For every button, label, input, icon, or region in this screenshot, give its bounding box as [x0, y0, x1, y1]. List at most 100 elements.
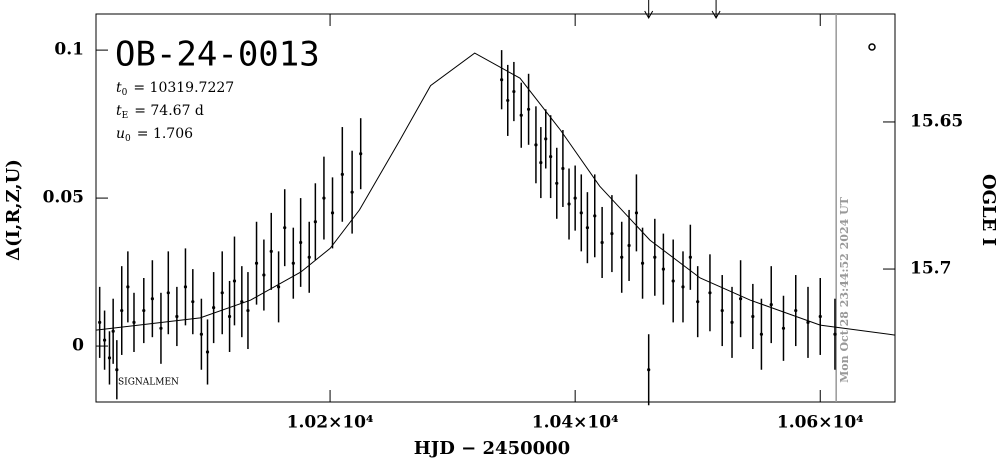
data-point: [166, 291, 170, 295]
arrow: [644, 0, 654, 20]
chart-title: OB-24-0013: [115, 35, 320, 75]
data-point: [593, 214, 597, 218]
data-point: [794, 308, 798, 313]
data-point: [142, 308, 146, 313]
data-point: [640, 261, 645, 265]
data-point: [781, 326, 786, 330]
data-point: [561, 166, 565, 171]
data-point: [519, 113, 523, 117]
data-point: [539, 160, 543, 165]
data-point: [220, 291, 224, 295]
data-point: [653, 255, 657, 259]
data-point: [340, 172, 344, 177]
data-point: [111, 329, 115, 333]
data-point: [585, 226, 590, 230]
data-point: [647, 368, 651, 372]
y2-tick-label: 15.7: [910, 259, 951, 279]
data-point: [534, 143, 538, 147]
y2-tick-label: 15.65: [910, 111, 963, 131]
data-point: [751, 314, 755, 319]
data-point: [555, 181, 559, 185]
data-point: [730, 320, 734, 324]
plot-frame: [95, 13, 896, 403]
data-point: [579, 211, 583, 215]
data-point: [199, 332, 203, 336]
data-point: [634, 211, 639, 215]
data-point: [688, 255, 692, 259]
data-point: [350, 190, 354, 194]
data-point: [610, 232, 614, 236]
data-point: [661, 267, 665, 271]
data-point: [359, 152, 363, 156]
data-point: [120, 308, 124, 313]
data-point: [833, 332, 837, 336]
y2-axis-label: OGLE I: [978, 174, 999, 246]
data-point: [600, 240, 604, 245]
data-point: [512, 89, 516, 94]
data-point: [759, 332, 764, 336]
data-point: [322, 196, 326, 200]
data-point: [330, 211, 335, 215]
data-point: [175, 314, 179, 319]
data-point: [818, 314, 822, 319]
timestamp: Mon Oct 28 23:44:52 2024 UT: [838, 196, 851, 383]
data-point: [806, 320, 810, 324]
data-point: [191, 300, 195, 304]
data-point: [159, 326, 163, 330]
data-point: [738, 297, 743, 301]
data-point: [544, 137, 548, 141]
signature: SIGNALMEN: [118, 378, 179, 388]
symbol-marker: [868, 43, 876, 51]
data-point: [313, 220, 317, 224]
data-point: [500, 78, 504, 82]
data-point: [269, 249, 273, 253]
data-point: [150, 297, 154, 301]
y-axis-label: Δ(I,R,Z,U): [3, 159, 24, 261]
data-point: [254, 261, 259, 265]
data-point: [573, 196, 577, 200]
data-point: [526, 107, 531, 111]
data-point: [205, 350, 210, 354]
data-point: [262, 273, 266, 277]
data-point: [769, 303, 773, 307]
data-point: [681, 285, 685, 289]
data-point: [307, 255, 311, 259]
data-point: [696, 300, 700, 304]
data-point: [506, 98, 510, 103]
x-tick-label: 1.06×10⁴: [777, 413, 864, 433]
data-point: [102, 338, 107, 342]
y-tick-label: 0: [72, 336, 84, 356]
parameter: tE = 74.67 d: [116, 103, 204, 121]
y-tick-label: 0.1: [54, 40, 84, 60]
data-point: [708, 291, 712, 295]
arrow: [711, 0, 721, 20]
data-point: [620, 255, 624, 259]
y-tick-label: 0.05: [43, 188, 84, 208]
data-point: [132, 320, 136, 324]
data-point: [299, 240, 303, 245]
data-point: [291, 261, 295, 265]
data-point: [671, 279, 675, 283]
data-point: [567, 202, 571, 206]
parameter: u0 = 1.706: [116, 126, 193, 144]
data-point: [283, 226, 287, 230]
data-point: [212, 305, 216, 310]
data-point: [627, 243, 631, 248]
parameter: t0 = 10319.7227: [116, 80, 234, 98]
data-point: [232, 279, 237, 283]
model-curve: [95, 52, 896, 336]
data-point: [107, 356, 112, 360]
x-tick-label: 1.04×10⁴: [532, 413, 619, 433]
data-point: [246, 308, 250, 313]
x-axis-label: HJD − 2450000: [414, 438, 570, 459]
data-point: [126, 285, 130, 289]
data-point: [276, 285, 281, 289]
data-point: [115, 368, 119, 372]
data-point: [98, 320, 102, 324]
data-point: [227, 314, 232, 319]
data-point: [720, 308, 724, 313]
x-tick-label: 1.02×10⁴: [287, 413, 374, 433]
data-point: [183, 285, 188, 289]
data-point: [549, 155, 553, 159]
